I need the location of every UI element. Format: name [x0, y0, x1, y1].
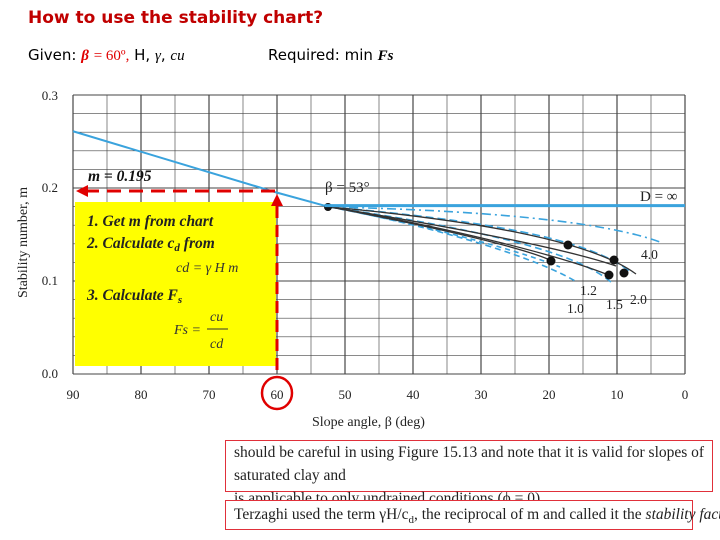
x-tick-label: 70	[203, 387, 216, 402]
x-tick-label: 90	[67, 387, 80, 402]
formula-fs-num: cu	[210, 310, 223, 325]
step3: 3. Calculate Fs	[86, 287, 182, 306]
black-curve-mid	[329, 206, 617, 267]
x-tick-label: 50	[339, 387, 352, 402]
required-label: Required: min	[268, 46, 378, 64]
given-beta: β	[81, 48, 89, 64]
x-tick-label: 30	[475, 387, 488, 402]
formula-cd: cd = γ H m	[176, 261, 238, 276]
series-line-beta-gt-53	[72, 130, 325, 207]
curve-d40	[329, 206, 661, 243]
red-dashed-arrows	[86, 189, 279, 370]
note-careful-line1: should be careful in using Figure 15.13 …	[234, 444, 705, 484]
given-label: Given:	[28, 46, 77, 64]
critical-points	[324, 203, 629, 280]
required-fs: Fs	[377, 48, 394, 64]
note-terzaghi: Terzaghi used the term γH/cd, the recipr…	[225, 500, 720, 530]
note-terzaghi-a: Terzaghi used the term γH/c	[234, 506, 409, 523]
step1: 1. Get m from chart	[87, 213, 214, 230]
point	[563, 240, 573, 250]
y-tick-labels: 0.3 0.2 0.1 0.0	[42, 88, 58, 381]
given-cu: cu	[170, 48, 185, 64]
x-tick-label: 20	[543, 387, 556, 402]
point	[546, 256, 556, 266]
point	[609, 255, 619, 265]
d15-label: 1.5	[606, 297, 623, 312]
curve-d15	[329, 206, 613, 284]
note-terzaghi-sub: d	[408, 514, 414, 527]
point	[604, 270, 614, 280]
callout-formulas: cd = γ H m Fs = cu cd	[173, 261, 238, 352]
note-terzaghi-b: , the reciprocal of m and called it the	[413, 506, 646, 523]
y-axis-label: Stability number, m	[16, 187, 31, 298]
d40-label: 4.0	[641, 247, 658, 262]
curve-labels: β = 53° D = ∞ 4.0 2.0 1.5 1.2 1.0	[325, 180, 678, 316]
main-series	[72, 130, 685, 208]
y-tick-label: 0.0	[42, 366, 58, 381]
required-line: Required: min Fs	[268, 46, 393, 65]
horizontal-arrowhead	[76, 185, 88, 197]
x-tick-label: 0	[682, 387, 689, 402]
x-tick-labels: 90 80 70 60 50 40 30 20 10 0	[67, 387, 689, 402]
d10-label: 1.0	[567, 301, 584, 316]
x-tick-label: 60	[271, 387, 284, 402]
y-tick-label: 0.2	[42, 180, 58, 195]
x-tick-label: 80	[135, 387, 148, 402]
m-value-label: m = 0.195	[88, 168, 152, 185]
stability-chart: 0.3 0.2 0.1 0.0 90 80 70 60 50 40 30 20 …	[16, 88, 689, 430]
vertical-arrowhead	[271, 194, 283, 206]
point	[619, 268, 629, 278]
y-tick-label: 0.3	[42, 88, 58, 103]
black-curve-lower	[329, 206, 553, 262]
d-inf-label: D = ∞	[640, 189, 678, 205]
x-axis-label: Slope angle, β (deg)	[312, 415, 425, 430]
callout-box	[75, 202, 276, 366]
note-careful: should be careful in using Figure 15.13 …	[225, 440, 713, 507]
given-height: H,	[129, 46, 155, 64]
formula-fs-lhs: Fs =	[173, 323, 201, 338]
highlight-60-circle	[260, 375, 294, 411]
given-beta-value: = 60º,	[93, 48, 130, 64]
callout-text: 1. Get m from chart 2. Calculate cd from…	[86, 213, 215, 306]
d20-label: 2.0	[630, 292, 647, 307]
d12-label: 1.2	[580, 283, 597, 298]
page-title: How to use the stability chart?	[28, 8, 324, 28]
note-terzaghi-italic: stability factor.	[645, 506, 720, 523]
given-gamma: γ	[154, 48, 161, 64]
given-line: Given: β = 60º, H, γ, cu	[28, 46, 185, 65]
formula-fs-den: cd	[210, 337, 224, 352]
x-tick-label: 40	[407, 387, 420, 402]
black-curve-low	[329, 206, 607, 275]
x-tick-label: 10	[611, 387, 624, 402]
beta53-label: β = 53°	[325, 180, 370, 196]
y-tick-label: 0.1	[42, 273, 58, 288]
given-comma: ,	[160, 46, 171, 64]
step2: 2. Calculate cd from	[86, 235, 215, 254]
